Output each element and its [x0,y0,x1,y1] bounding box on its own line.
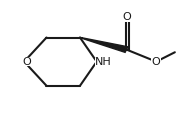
Bar [21,57,33,66]
Text: NH: NH [95,57,112,67]
Bar [151,58,161,67]
Bar [121,14,132,22]
Polygon shape [80,37,128,52]
Text: O: O [122,12,131,22]
Text: O: O [23,57,31,67]
Bar [95,58,110,67]
Text: O: O [152,57,161,67]
